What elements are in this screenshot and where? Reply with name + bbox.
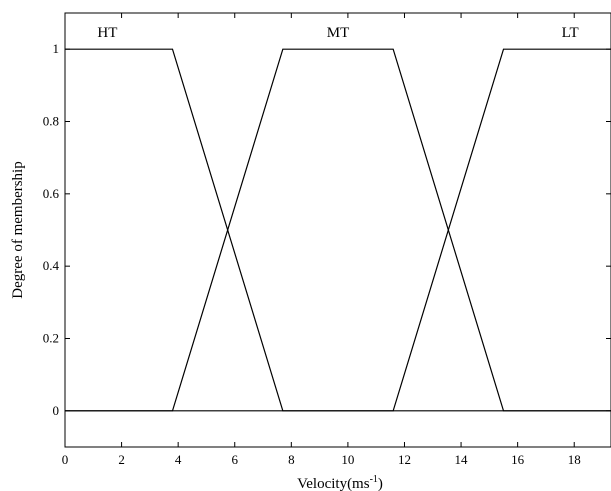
- x-tick-label: 4: [175, 452, 182, 467]
- series-lines: [65, 48, 611, 412]
- x-tick-label: 2: [118, 452, 125, 467]
- series-label-lt: LT: [562, 25, 579, 41]
- x-tick-label: 14: [455, 452, 469, 467]
- series-line-mt: [65, 48, 611, 412]
- x-tick-label: 18: [568, 452, 581, 467]
- y-axis-title: Degree of membership: [10, 161, 26, 298]
- y-tick-label: 0.4: [43, 258, 60, 273]
- x-tick-label: 6: [231, 452, 238, 467]
- x-axis-title-end: ): [378, 476, 383, 491]
- x-tick-label: 8: [288, 452, 295, 467]
- series-label-ht: HT: [97, 25, 117, 41]
- x-tick-label: 0: [62, 452, 69, 467]
- x-axis-ticks: 0 2 4 6 8 10 12 14 16 18: [62, 13, 581, 467]
- series-labels: HT MT LT: [97, 25, 578, 41]
- series-line-lt: [65, 48, 611, 412]
- x-tick-label: 12: [398, 452, 411, 467]
- y-tick-label: 0.8: [43, 114, 59, 129]
- y-axis-ticks: 0 0.2 0.4 0.6 0.8 1: [43, 41, 611, 418]
- x-tick-label: 10: [341, 452, 354, 467]
- x-axis-title-superscript: -1: [370, 474, 378, 485]
- y-tick-label: 0.2: [43, 331, 59, 346]
- y-tick-label: 0.6: [43, 186, 60, 201]
- x-axis-title: Velocity(ms-1): [297, 474, 383, 491]
- y-tick-label: 1: [53, 41, 60, 56]
- plot-frame: [64, 12, 611, 448]
- series-label-mt: MT: [327, 25, 350, 41]
- x-tick-label: 16: [511, 452, 525, 467]
- series-line-ht: [65, 48, 611, 412]
- y-tick-label: 0: [53, 403, 60, 418]
